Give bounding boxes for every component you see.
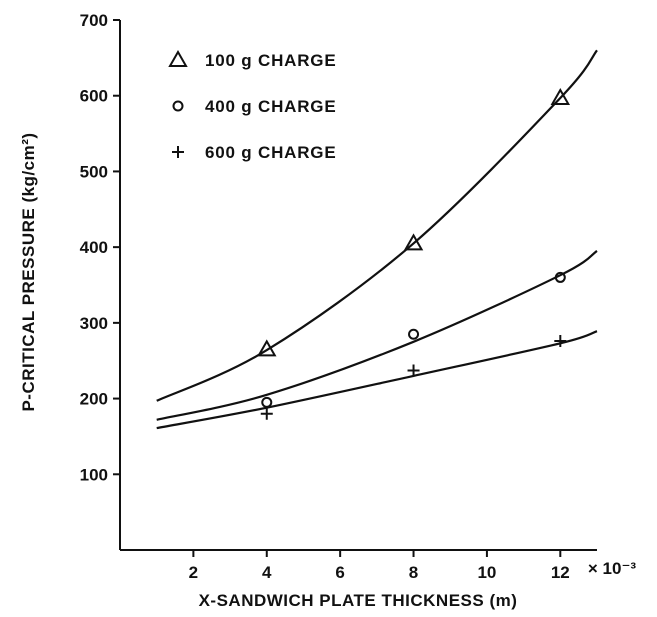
y-tick-label: 700: [80, 11, 108, 30]
x-tick-label: 6: [335, 563, 344, 582]
y-tick-label: 300: [80, 314, 108, 333]
data-point-series-3: [554, 335, 567, 348]
legend-label-1: 100 g CHARGE: [205, 51, 336, 70]
x-tick-label: 12: [551, 563, 570, 582]
x-tick-label: 8: [409, 563, 418, 582]
x-tick-label: 4: [262, 563, 272, 582]
data-point-series-1: [403, 233, 424, 251]
legend: 100 g CHARGE 400 g CHARGE 600 g CHARGE: [168, 49, 336, 162]
data-markers: [257, 87, 571, 420]
y-tick-label: 600: [80, 87, 108, 106]
data-point-series-3: [260, 407, 273, 420]
fit-curves: [156, 49, 598, 430]
data-point-series-3: [407, 364, 420, 377]
x-axis-title: X-SANDWICH PLATE THICKNESS (m): [199, 591, 518, 610]
y-tick-label: 200: [80, 390, 108, 409]
y-tick-label: 100: [80, 465, 108, 484]
fit-curve-3: [156, 330, 598, 430]
legend-label-3: 600 g CHARGE: [205, 143, 336, 162]
axes: 100 200 300 400 500 600 700 2 4 6 8 10 12: [80, 11, 597, 582]
x-axis-multiplier: × 10⁻³: [588, 559, 637, 578]
data-point-series-2: [554, 271, 566, 283]
legend-marker-3: [172, 146, 184, 158]
fit-curve-2: [156, 249, 598, 421]
x-tick-label: 2: [189, 563, 198, 582]
data-point-series-2: [408, 328, 420, 340]
legend-label-2: 400 g CHARGE: [205, 97, 336, 116]
data-point-series-1: [550, 87, 571, 105]
fit-curve-1: [156, 49, 598, 402]
legend-marker-1: [168, 49, 188, 67]
data-point-series-1: [257, 339, 277, 357]
y-axis-title: P-CRITICAL PRESSURE (kg/cm²): [19, 132, 38, 411]
legend-marker-2: [172, 100, 184, 112]
y-tick-label: 500: [80, 162, 108, 181]
y-tick-label: 400: [80, 238, 108, 257]
x-tick-label: 10: [477, 563, 496, 582]
data-point-series-2: [261, 396, 273, 408]
